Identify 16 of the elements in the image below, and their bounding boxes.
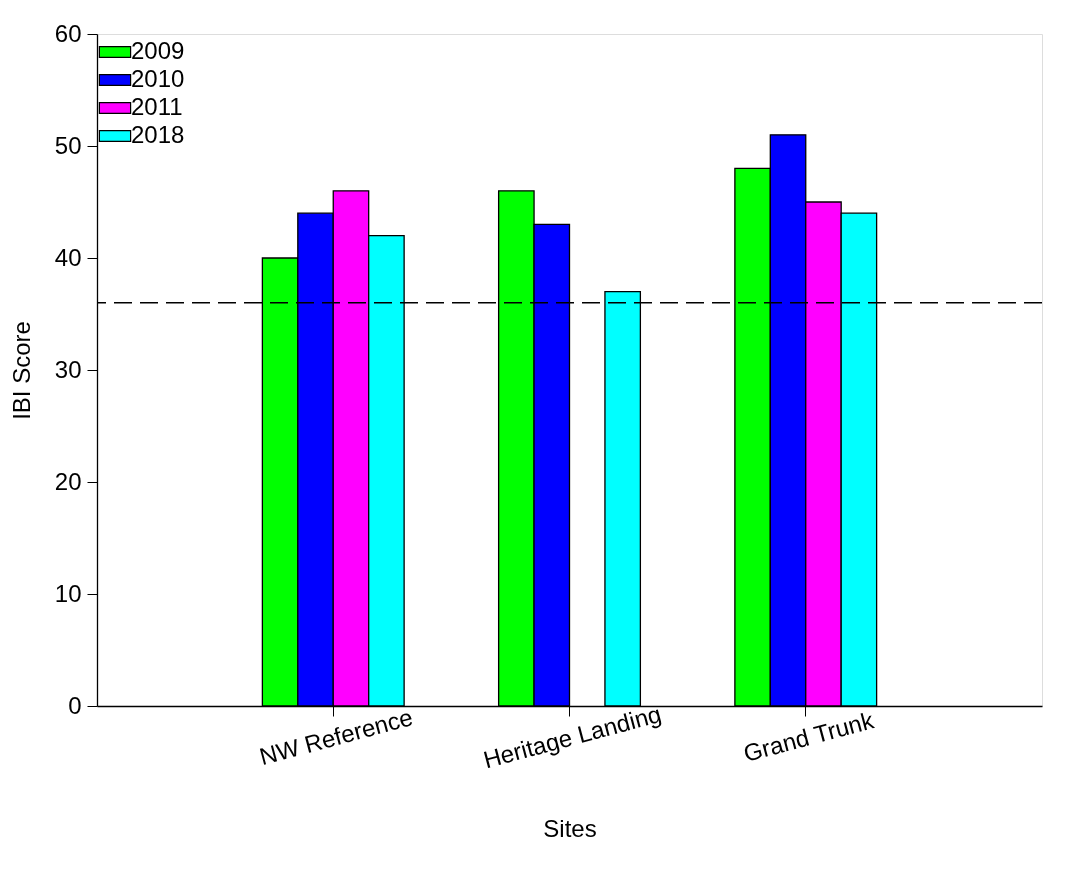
legend-label: 2009 (131, 37, 185, 64)
legend-label: 2011 (131, 93, 183, 120)
legend-label: 2018 (131, 121, 185, 148)
x-tick-label: Grand Trunk (740, 706, 878, 767)
y-tick-label: 20 (54, 467, 82, 495)
x-axis-title: Sites (543, 815, 597, 843)
y-tick-label: 10 (54, 579, 82, 607)
y-axis-title: IBI Score (7, 321, 35, 420)
x-tick-label: Heritage Landing (480, 699, 664, 774)
legend-label: 2010 (131, 65, 185, 92)
y-tick-label: 0 (68, 691, 82, 719)
y-tick-label: 30 (54, 355, 82, 383)
y-tick-label: 50 (54, 131, 82, 159)
x-tick-label: NW Reference (256, 703, 416, 771)
y-tick-label: 40 (54, 243, 82, 271)
y-tick-label: 60 (54, 19, 82, 47)
